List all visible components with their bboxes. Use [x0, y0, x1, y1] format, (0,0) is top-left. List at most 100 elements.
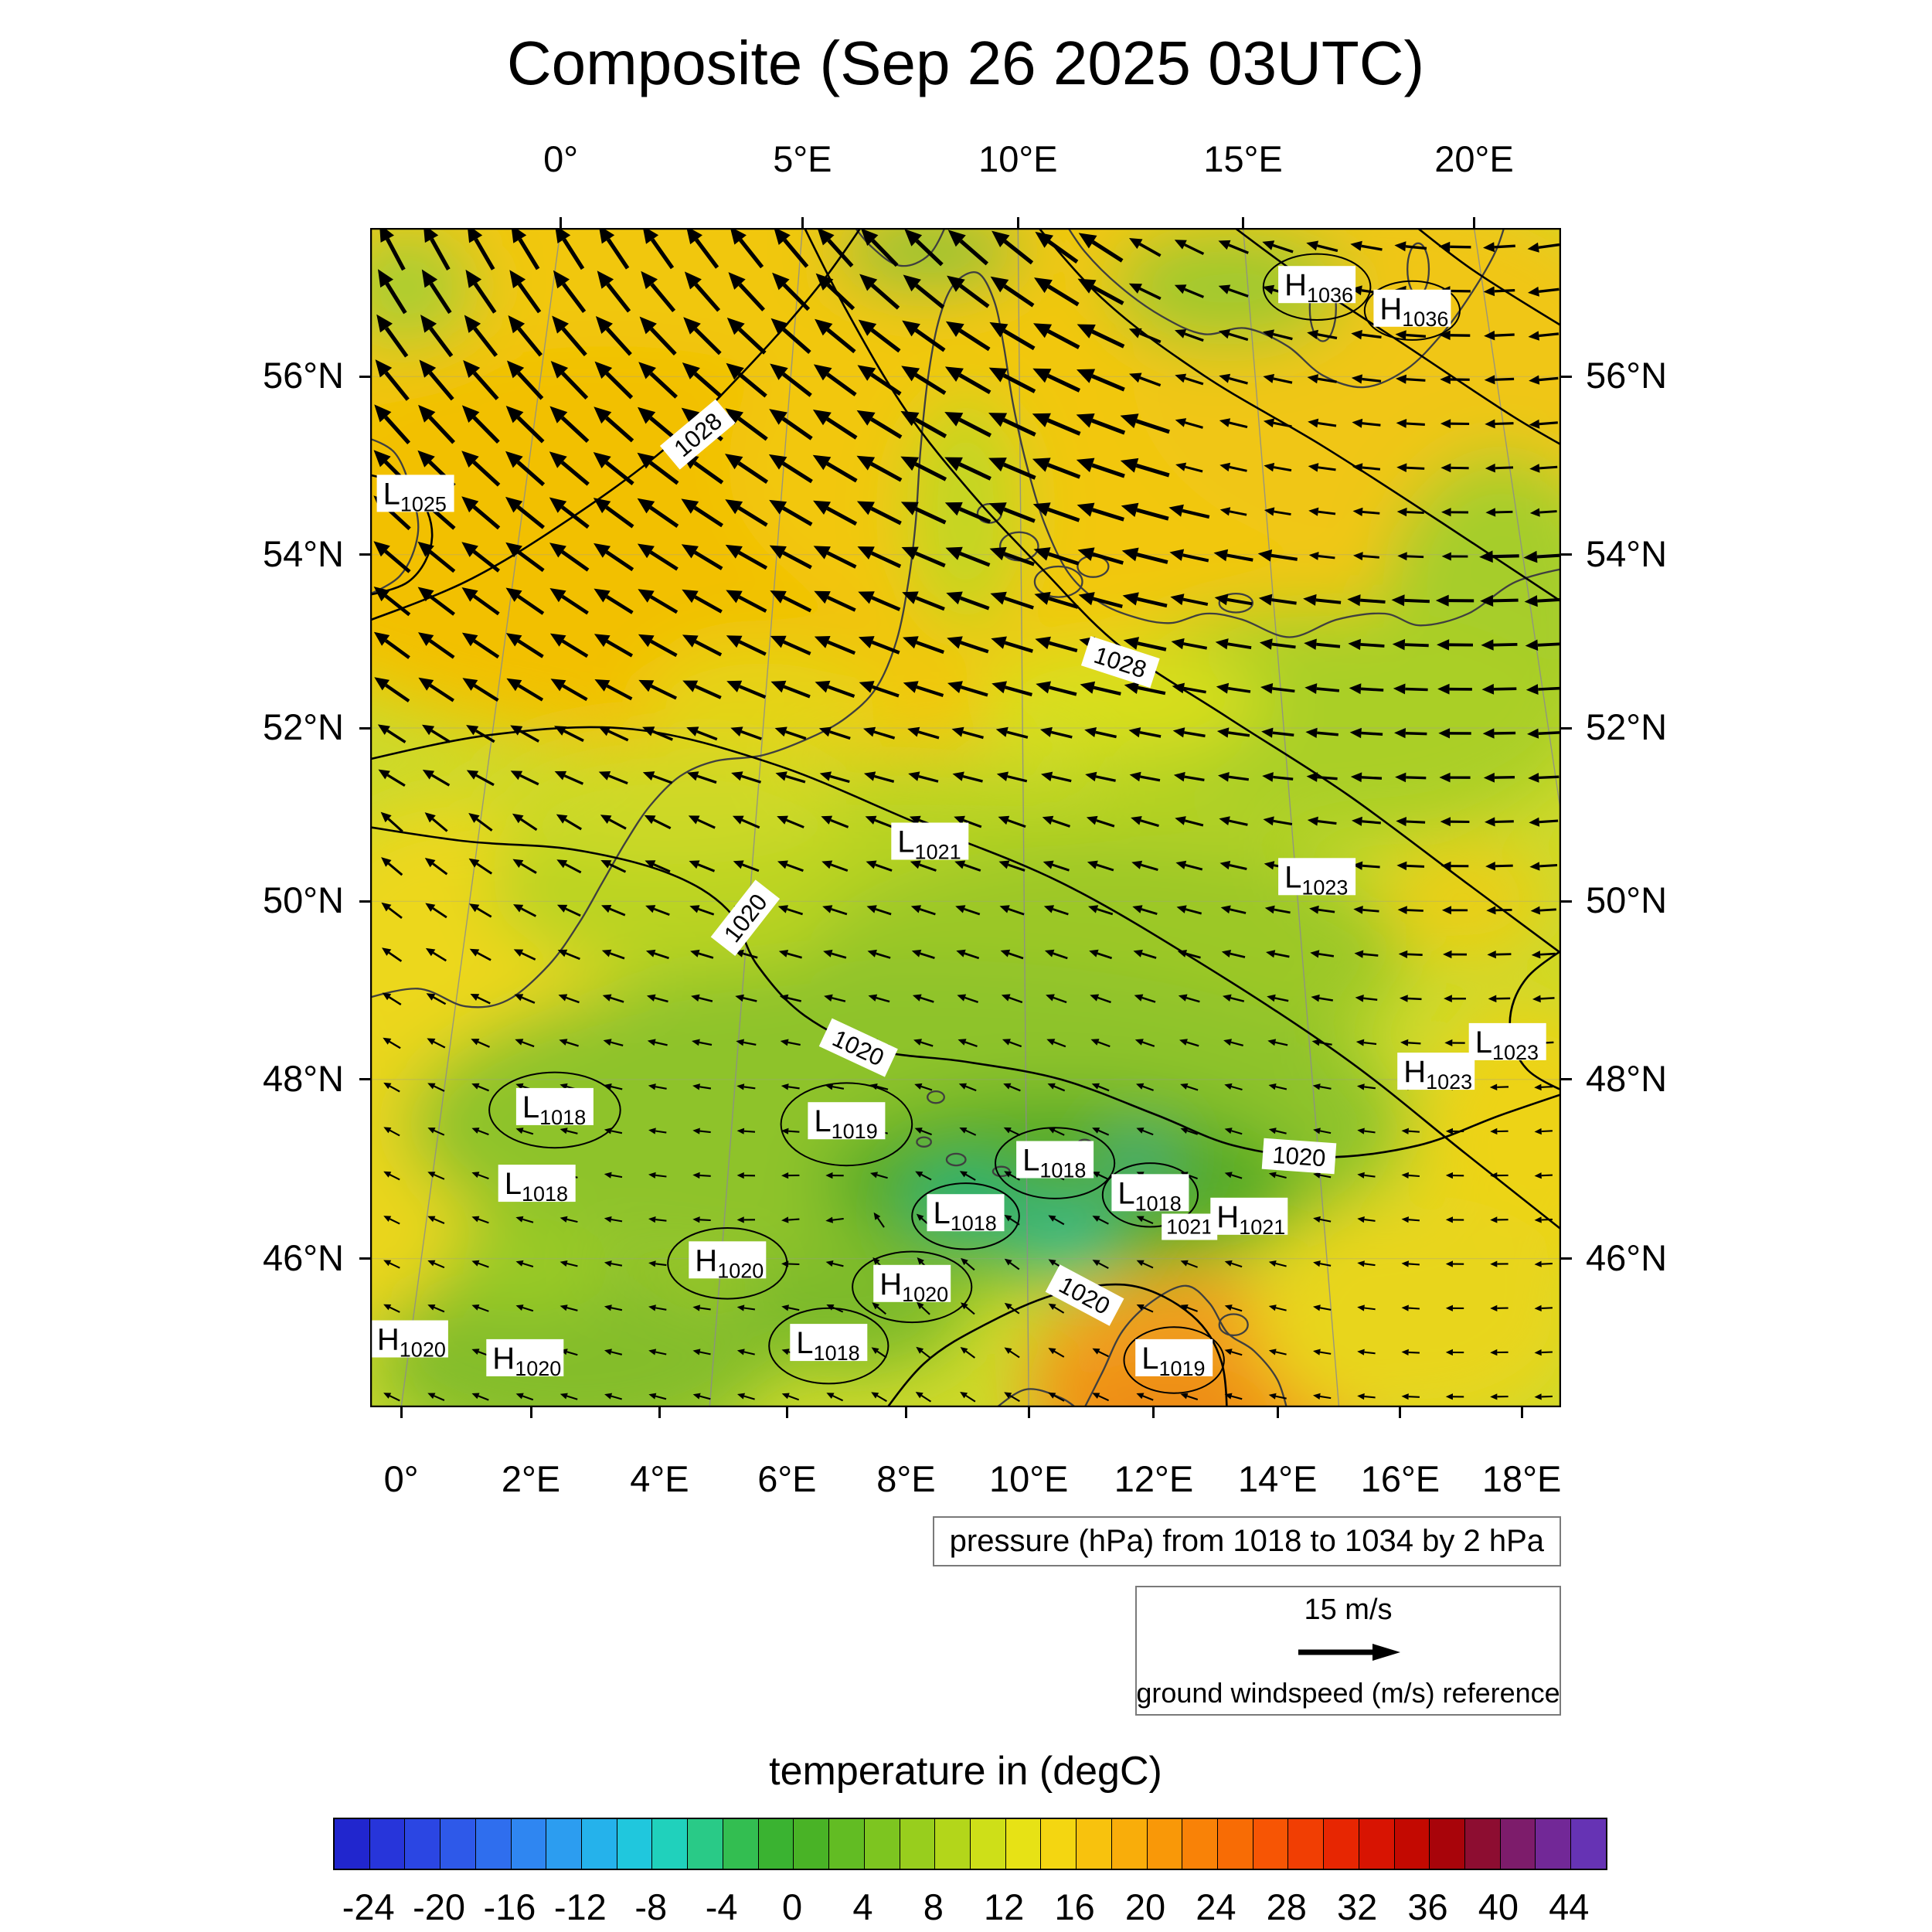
colorbar-cell [1536, 1819, 1572, 1869]
wind-arrow [427, 1393, 445, 1401]
isobar [370, 726, 1561, 1231]
wind-arrow [770, 363, 812, 397]
wind-arrow [725, 544, 768, 570]
wind-arrow [1076, 457, 1125, 478]
axis-tick [560, 217, 563, 228]
wind-arrow [726, 362, 767, 398]
wind-arrow [1394, 241, 1427, 252]
wind-arrow [1531, 951, 1556, 959]
wind-arrow [417, 541, 456, 573]
wind-arrow [1396, 463, 1425, 472]
wind-arrow [682, 634, 723, 657]
wind-arrow [825, 1260, 844, 1267]
wind-arrow [1092, 1172, 1109, 1181]
wind-arrow [593, 498, 634, 529]
wind-arrow [1528, 773, 1560, 783]
axis-tick [904, 1407, 907, 1418]
wind-arrow [684, 271, 721, 312]
wind-arrow [1357, 1128, 1376, 1134]
wind-arrow [1313, 1393, 1332, 1400]
wind-arrow [770, 680, 811, 699]
wind-arrow [1224, 1260, 1243, 1268]
wind-arrow [642, 228, 675, 270]
wind-arrow [1133, 949, 1157, 959]
wind-arrow [1398, 950, 1423, 958]
wind-arrow [1303, 594, 1342, 606]
wind-arrow [461, 451, 501, 487]
wind-arrow [1490, 1172, 1509, 1179]
wind-arrow [910, 860, 937, 872]
wind-arrow [549, 633, 589, 658]
isobar [370, 826, 1561, 1158]
wind-arrow [427, 1304, 445, 1313]
wind-arrow [1177, 950, 1201, 959]
wind-arrow [1120, 457, 1170, 478]
wind-arrow [1032, 457, 1081, 479]
wind-arrow [1085, 771, 1116, 782]
wind-arrow [1445, 1172, 1464, 1179]
wind-arrow [858, 319, 901, 353]
wind-arrow [961, 1257, 975, 1271]
wind-arrow [427, 1172, 445, 1180]
colorbar-cell [582, 1819, 617, 1869]
wind-arrow [1216, 682, 1251, 694]
wind-arrow [595, 316, 632, 356]
axis-tick [400, 1407, 403, 1418]
wind-arrow [691, 994, 713, 1002]
wind-arrow [560, 1128, 578, 1134]
wind-arrow [1353, 906, 1379, 914]
wind-arrow [1268, 1349, 1287, 1355]
wind-arrow [692, 1128, 711, 1134]
pressure-center-l-1019: L1019 [1135, 1338, 1213, 1380]
wind-arrow [947, 275, 990, 308]
wind-arrow [604, 1216, 623, 1223]
wind-vectors [373, 228, 1561, 1403]
wind-arrow [466, 725, 495, 743]
pressure-center-h-1036: H1036 [1278, 266, 1356, 307]
wind-arrow [1034, 591, 1079, 609]
wind-arrow [604, 1304, 623, 1311]
wind-arrow [1357, 1260, 1376, 1267]
wind-arrow [692, 1216, 711, 1223]
wind-arrow [944, 412, 992, 437]
wind-arrow [1485, 463, 1514, 473]
wind-arrow [427, 1038, 446, 1049]
wind-arrow [902, 320, 946, 352]
wind-arrow [1041, 771, 1072, 783]
wind-arrow [1076, 413, 1126, 435]
wind-arrow [1224, 1393, 1243, 1400]
wind-arrow [559, 1039, 579, 1047]
wind-arrow [1350, 772, 1383, 783]
axis-tick [1473, 217, 1475, 228]
wind-arrow [1172, 682, 1206, 694]
wind-arrow [1266, 950, 1290, 958]
wind-arrow [383, 1260, 400, 1269]
pressure-center-l-1019: L1019 [808, 1102, 886, 1143]
svg-text:L1018: L1018 [1022, 1144, 1086, 1182]
colorbar-tick-label: -16 [483, 1886, 536, 1927]
wind-arrow [945, 321, 991, 352]
wind-arrow [505, 542, 545, 573]
wind-arrow [944, 502, 992, 524]
wind-arrow [960, 1347, 976, 1359]
wind-arrow [1077, 547, 1124, 565]
wind-arrow [911, 949, 935, 959]
wind-arrow [1490, 1260, 1509, 1267]
pressure-center-h-1036: H1036 [1373, 289, 1451, 331]
wind-arrow [648, 1260, 667, 1267]
wind-arrow [506, 678, 544, 702]
wind-arrow [515, 1304, 534, 1312]
wind-arrow [736, 1172, 756, 1179]
wind-arrow [1092, 1260, 1109, 1270]
wind-arrow [1175, 418, 1203, 429]
wind-arrow [637, 543, 679, 571]
wind-arrow [859, 681, 900, 698]
wind-arrow [1395, 330, 1427, 340]
lon-label-top: 15°E [1203, 138, 1283, 179]
wind-arrow [770, 590, 812, 613]
coastline [1066, 228, 1505, 389]
wind-arrow [1215, 638, 1252, 650]
wind-reference-box: 15 m/s ground windspeed (m/s) reference [1135, 1586, 1561, 1716]
island [916, 1136, 932, 1148]
wind-arrow [1218, 284, 1249, 298]
